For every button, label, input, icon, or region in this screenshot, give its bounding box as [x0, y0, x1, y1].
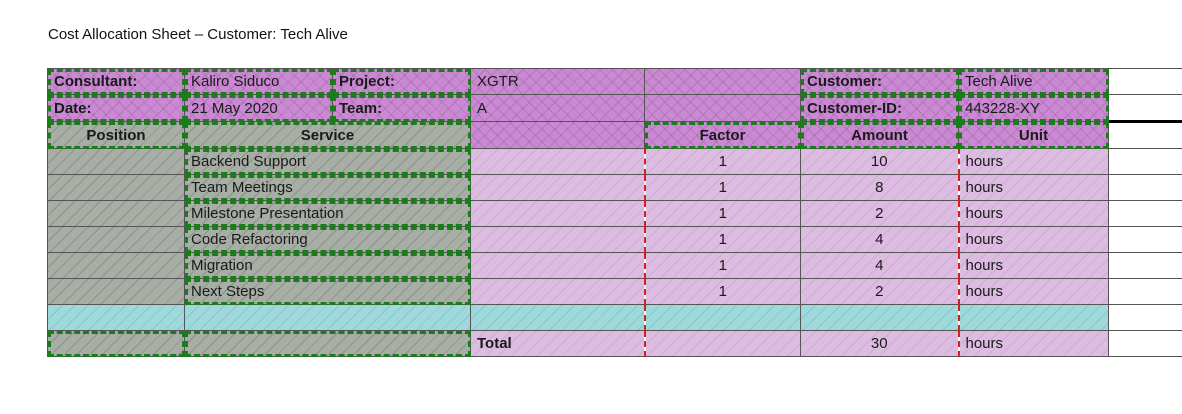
- amount-cell[interactable]: 8: [800, 174, 960, 201]
- column-header-unit: Unit: [958, 121, 1109, 149]
- meta-empty-cell: [1108, 68, 1182, 95]
- position-cell[interactable]: [47, 148, 185, 175]
- customer-id-label: Customer-ID:: [800, 94, 959, 122]
- meta-empty-cell: [1108, 94, 1182, 122]
- factor-cell[interactable]: 1: [644, 200, 801, 227]
- description-cell[interactable]: [470, 200, 646, 227]
- unit-cell[interactable]: hours: [958, 200, 1109, 227]
- table-row: Migration 1 4 hours: [47, 252, 1182, 279]
- column-header-amount: Amount: [800, 121, 959, 149]
- amount-cell[interactable]: 2: [800, 278, 960, 305]
- cost-allocation-table-wrap: Consultant: Kaliro Siduco Project: XGTR …: [47, 68, 1182, 357]
- team-value[interactable]: A: [470, 94, 645, 122]
- row-empty-cell: [1108, 174, 1182, 201]
- meta-row-2: Date: 21 May 2020 Team: A Customer-ID: 4…: [47, 94, 1182, 122]
- table-row: Next Steps 1 2 hours: [47, 278, 1182, 305]
- meta-row-1: Consultant: Kaliro Siduco Project: XGTR …: [47, 68, 1182, 95]
- project-value[interactable]: XGTR: [470, 68, 645, 95]
- service-cell: [184, 330, 471, 357]
- factor-cell[interactable]: 1: [644, 226, 801, 253]
- total-label: Total: [470, 330, 646, 357]
- column-header-row: Position Service Factor Amount Unit: [47, 120, 1182, 149]
- document-title: Cost Allocation Sheet – Customer: Tech A…: [48, 26, 348, 43]
- column-header-service: Service: [184, 121, 471, 149]
- unit-cell[interactable]: hours: [958, 174, 1109, 201]
- table-row: Code Refactoring 1 4 hours: [47, 226, 1182, 253]
- consultant-label: Consultant:: [47, 68, 185, 95]
- row-empty-cell: [1108, 278, 1182, 305]
- consultant-value[interactable]: Kaliro Siduco: [184, 68, 333, 95]
- meta-empty-cell: [644, 94, 801, 122]
- amount-cell[interactable]: 4: [800, 252, 960, 279]
- service-cell[interactable]: [184, 304, 471, 331]
- unit-cell[interactable]: [958, 304, 1109, 331]
- description-cell[interactable]: [470, 174, 646, 201]
- description-cell[interactable]: [470, 278, 646, 305]
- amount-cell[interactable]: 2: [800, 200, 960, 227]
- description-cell[interactable]: [470, 304, 646, 331]
- service-cell[interactable]: Milestone Presentation: [184, 200, 471, 227]
- empty-table-row: [47, 304, 1182, 331]
- date-label: Date:: [47, 94, 185, 122]
- factor-cell[interactable]: 1: [644, 148, 801, 175]
- unit-cell[interactable]: hours: [958, 278, 1109, 305]
- amount-cell[interactable]: 4: [800, 226, 960, 253]
- position-cell[interactable]: [47, 174, 185, 201]
- column-header-empty: [1108, 120, 1182, 149]
- description-cell[interactable]: [470, 252, 646, 279]
- row-empty-cell: [1108, 200, 1182, 227]
- amount-cell[interactable]: 10: [800, 148, 960, 175]
- position-cell[interactable]: [47, 200, 185, 227]
- factor-cell[interactable]: 1: [644, 174, 801, 201]
- factor-cell: [644, 330, 801, 357]
- meta-empty-cell: [644, 68, 801, 95]
- column-header-empty: [470, 121, 645, 149]
- row-empty-cell: [1108, 148, 1182, 175]
- service-cell[interactable]: Migration: [184, 252, 471, 279]
- description-cell[interactable]: [470, 148, 646, 175]
- project-label: Project:: [332, 68, 471, 95]
- amount-cell[interactable]: [800, 304, 960, 331]
- position-cell: [47, 330, 185, 357]
- customer-value[interactable]: Tech Alive: [958, 68, 1109, 95]
- customer-label: Customer:: [800, 68, 959, 95]
- description-cell[interactable]: [470, 226, 646, 253]
- unit-cell[interactable]: hours: [958, 252, 1109, 279]
- table-row: Backend Support 1 10 hours: [47, 148, 1182, 175]
- total-unit: hours: [958, 330, 1109, 357]
- date-value[interactable]: 21 May 2020: [184, 94, 333, 122]
- factor-cell[interactable]: 1: [644, 252, 801, 279]
- total-amount: 30: [800, 330, 960, 357]
- row-empty-cell: [1108, 330, 1182, 357]
- row-empty-cell: [1108, 252, 1182, 279]
- column-header-factor: Factor: [644, 121, 801, 149]
- service-cell[interactable]: Backend Support: [184, 148, 471, 175]
- table-row: Milestone Presentation 1 2 hours: [47, 200, 1182, 227]
- total-row: Total 30 hours: [47, 330, 1182, 357]
- row-empty-cell: [1108, 226, 1182, 253]
- table-row: Team Meetings 1 8 hours: [47, 174, 1182, 201]
- cost-allocation-table: Consultant: Kaliro Siduco Project: XGTR …: [47, 68, 1182, 357]
- position-cell[interactable]: [47, 278, 185, 305]
- unit-cell[interactable]: hours: [958, 148, 1109, 175]
- column-header-position: Position: [47, 121, 185, 149]
- factor-cell[interactable]: 1: [644, 278, 801, 305]
- position-cell[interactable]: [47, 252, 185, 279]
- position-cell[interactable]: [47, 226, 185, 253]
- service-cell[interactable]: Code Refactoring: [184, 226, 471, 253]
- unit-cell[interactable]: hours: [958, 226, 1109, 253]
- service-cell[interactable]: Team Meetings: [184, 174, 471, 201]
- team-label: Team:: [332, 94, 471, 122]
- position-cell[interactable]: [47, 304, 185, 331]
- customer-id-value[interactable]: 443228-XY: [958, 94, 1109, 122]
- factor-cell[interactable]: [644, 304, 801, 331]
- service-cell[interactable]: Next Steps: [184, 278, 471, 305]
- row-empty-cell: [1108, 304, 1182, 331]
